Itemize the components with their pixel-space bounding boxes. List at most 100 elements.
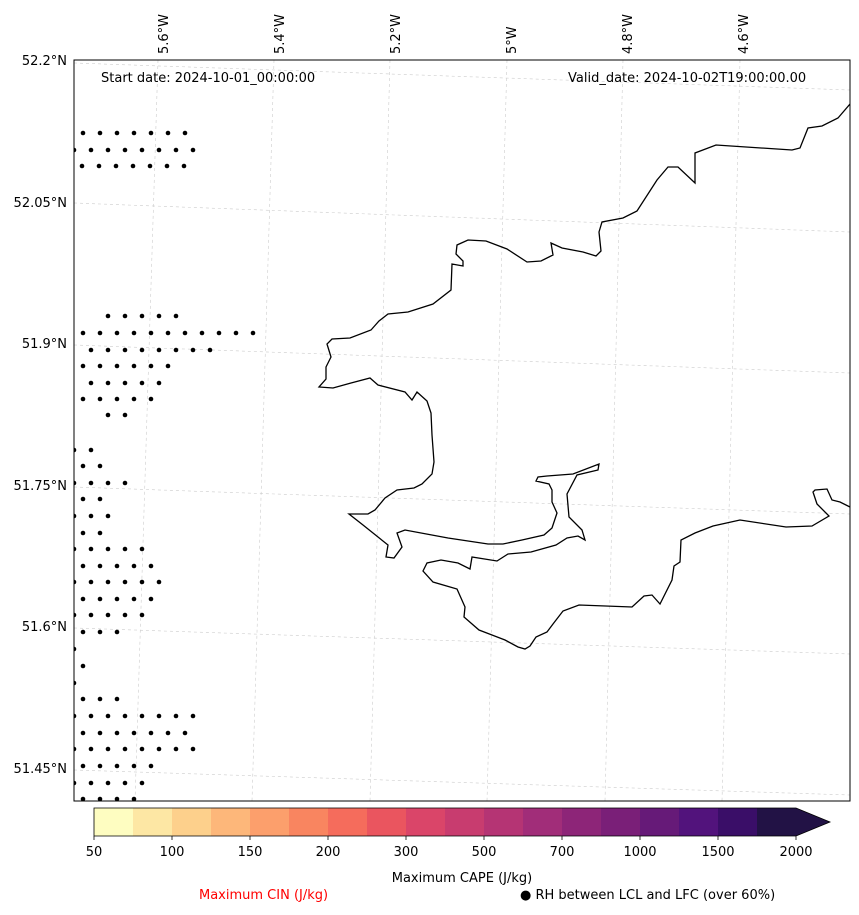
parallel-line — [74, 344, 850, 374]
rh-dot — [156, 746, 162, 752]
rh-dot — [148, 763, 154, 769]
rh-dot — [148, 730, 154, 736]
rh-dot — [122, 746, 128, 752]
colorbar-segment — [328, 808, 368, 836]
rh-dot — [74, 780, 77, 786]
colorbar-segment — [562, 808, 602, 836]
rh-dot — [105, 513, 111, 519]
rh-dot — [80, 596, 86, 602]
rh-dot — [80, 396, 86, 402]
rh-dot — [190, 147, 196, 153]
colorbar-tick-label: 300 — [393, 845, 419, 860]
rh-dot — [114, 330, 120, 336]
rh-dot — [165, 330, 171, 336]
rh-dot — [88, 546, 94, 552]
rh-dot — [173, 713, 179, 719]
rh-dot — [105, 579, 111, 585]
rh-dot — [74, 579, 77, 585]
parallel-line — [74, 769, 850, 796]
colorbar-tick-label: 1500 — [701, 845, 735, 860]
rh-dot — [114, 629, 120, 635]
valid-date-label: Valid_date: 2024-10-02T19:00:00.00 — [568, 71, 807, 86]
colorbar-extend-arrow — [796, 808, 830, 836]
rh-dot — [122, 380, 128, 386]
rh-dot — [156, 313, 162, 319]
rh-dot — [148, 396, 154, 402]
latitude-tick-label: 51.75°N — [14, 479, 67, 494]
latitude-tick-label: 52.05°N — [14, 196, 67, 211]
rh-dot — [173, 313, 179, 319]
rh-dot — [190, 746, 196, 752]
rh-dot — [173, 347, 179, 353]
longitude-labels: 5.6°W 5.4°W 5.2°W 5°W 4.8°W 4.6°W — [157, 14, 752, 54]
rh-dot — [88, 447, 94, 453]
rh-dot — [80, 730, 86, 736]
rh-dot — [114, 563, 120, 569]
rh-dot — [165, 130, 171, 136]
rh-dot — [88, 347, 94, 353]
rh-dot — [74, 680, 77, 686]
rh-dot — [105, 746, 111, 752]
rh-dot — [148, 130, 154, 136]
rh-dot — [88, 612, 94, 618]
rh-dot — [74, 480, 77, 486]
rh-dot — [148, 596, 154, 602]
rh-dot — [97, 696, 103, 702]
meridian-line — [251, 60, 275, 801]
rh-dot — [131, 330, 137, 336]
rh-dot — [122, 347, 128, 353]
rh-dot — [88, 380, 94, 386]
rh-dot — [207, 347, 213, 353]
rh-dot — [97, 596, 103, 602]
rh-dot — [131, 130, 137, 136]
map-frame — [73, 59, 851, 802]
rh-dot — [105, 313, 111, 319]
rh-dot — [97, 496, 103, 502]
rh-dot — [148, 563, 154, 569]
parallel-line — [74, 627, 850, 655]
colorbar-segment — [757, 808, 797, 836]
rh-dot — [122, 412, 128, 418]
rh-dot — [97, 363, 103, 369]
colorbar-tick-label: 200 — [315, 845, 341, 860]
rh-dot — [139, 147, 145, 153]
rh-dot — [80, 563, 86, 569]
coastline — [317, 103, 850, 650]
rh-dot — [165, 730, 171, 736]
rh-dot — [105, 713, 111, 719]
rh-dot — [74, 646, 77, 652]
rh-dot — [131, 396, 137, 402]
rh-dot — [139, 313, 145, 319]
longitude-tick-label: 5.2°W — [389, 14, 404, 54]
rh-dot — [181, 163, 187, 169]
rh-dot — [80, 796, 86, 801]
rh-dot — [74, 147, 77, 153]
rh-dot — [74, 513, 77, 519]
colorbar-segment — [484, 808, 524, 836]
rh-dot — [148, 330, 154, 336]
rh-dot — [97, 130, 103, 136]
rh-dot — [131, 363, 137, 369]
rh-dot — [105, 780, 111, 786]
rh-dot — [97, 530, 103, 536]
rh-dot — [74, 447, 77, 453]
rh-dot — [114, 796, 120, 801]
rh-dot — [173, 746, 179, 752]
rh-dot — [164, 163, 170, 169]
colorbar-outline — [93, 807, 832, 837]
rh-dot — [131, 763, 137, 769]
rh-dot — [88, 579, 94, 585]
rh-dot — [156, 380, 162, 386]
rh-dot — [80, 463, 86, 469]
rh-dot — [74, 612, 77, 618]
rh-dot — [114, 130, 120, 136]
rh-dot — [97, 730, 103, 736]
rh-dot — [165, 363, 171, 369]
rh-dot — [122, 480, 128, 486]
rh-dot — [97, 330, 103, 336]
rh-dot — [105, 546, 111, 552]
rh-dot — [80, 629, 86, 635]
rh-dot — [114, 596, 120, 602]
rh-dot — [122, 546, 128, 552]
